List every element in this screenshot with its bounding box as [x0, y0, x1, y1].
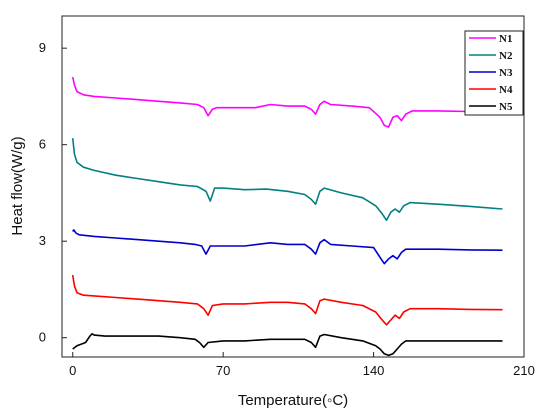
x-tick-label: 70 [216, 363, 230, 378]
legend-label-n3: N3 [499, 67, 513, 79]
y-tick-label: 0 [39, 330, 46, 345]
series-line-n2 [71, 138, 503, 222]
series-line-n5 [72, 333, 503, 357]
y-tick-label: 3 [39, 233, 46, 248]
x-axis-title: Temperature(◦C) [238, 392, 348, 409]
legend-label-n4: N4 [499, 84, 513, 96]
legend-label-n5: N5 [499, 101, 513, 113]
x-tick-label: 140 [363, 363, 385, 378]
legend-label-n2: N2 [499, 50, 513, 62]
series-lines [71, 76, 503, 357]
series-line-n1 [71, 76, 503, 128]
y-tick-label: 6 [39, 137, 46, 152]
y-tick-label: 9 [39, 40, 46, 55]
y-axis-title: Heat flow(W/g) [9, 136, 26, 235]
x-axis: 0 70 140 210 [69, 352, 535, 378]
legend: N1 N2 N3 N4 N5 [464, 30, 524, 116]
x-tick-label: 0 [69, 363, 76, 378]
series-line-n3 [72, 229, 503, 265]
series-line-n4 [71, 274, 503, 326]
legend-label-n1: N1 [499, 33, 512, 45]
plot-frame [61, 15, 525, 358]
y-axis: 0 3 6 9 [39, 40, 67, 345]
x-tick-label: 210 [513, 363, 535, 378]
legend-box [464, 30, 524, 116]
